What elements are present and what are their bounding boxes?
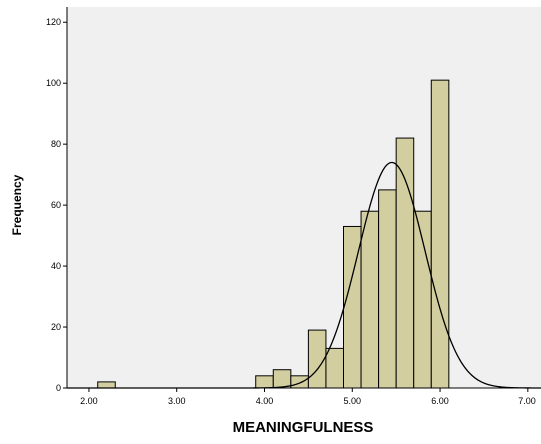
plot-area: [67, 7, 541, 388]
histogram-bar: [290, 375, 309, 389]
y-axis-ticks: 0 20 40 60 80 100 120: [46, 17, 67, 393]
y-tick-label: 60: [51, 200, 61, 210]
histogram-bar: [272, 369, 292, 389]
x-tick-label: 6.00: [431, 396, 449, 406]
histogram-bar: [325, 347, 345, 389]
x-tick-label: 4.00: [256, 396, 274, 406]
bars-layer: [97, 79, 450, 389]
y-tick-label: 100: [46, 78, 61, 88]
x-tick-label: 3.00: [168, 396, 186, 406]
y-tick-label: 120: [46, 17, 61, 27]
x-tick-label: 2.00: [80, 396, 98, 406]
histogram-bar: [430, 79, 450, 389]
x-tick-label: 5.00: [344, 396, 362, 406]
histogram-bar: [97, 381, 116, 389]
y-tick-label: 20: [51, 322, 61, 332]
histogram-bar: [360, 210, 380, 389]
y-axis-title: Frequency: [10, 174, 24, 235]
y-tick-label: 80: [51, 139, 61, 149]
histogram-bar: [395, 137, 415, 389]
y-tick-label: 40: [51, 261, 61, 271]
x-tick-label: 7.00: [518, 396, 536, 406]
histogram-bar: [307, 329, 327, 389]
histogram-bar: [255, 375, 274, 389]
x-axis-title: MEANINGFULNESS: [233, 419, 374, 436]
histogram-bar: [378, 189, 397, 389]
x-axis-ticks: 2.00 3.00 4.00 5.00 6.00 7.00: [80, 388, 536, 406]
y-tick-label: 0: [56, 383, 61, 393]
